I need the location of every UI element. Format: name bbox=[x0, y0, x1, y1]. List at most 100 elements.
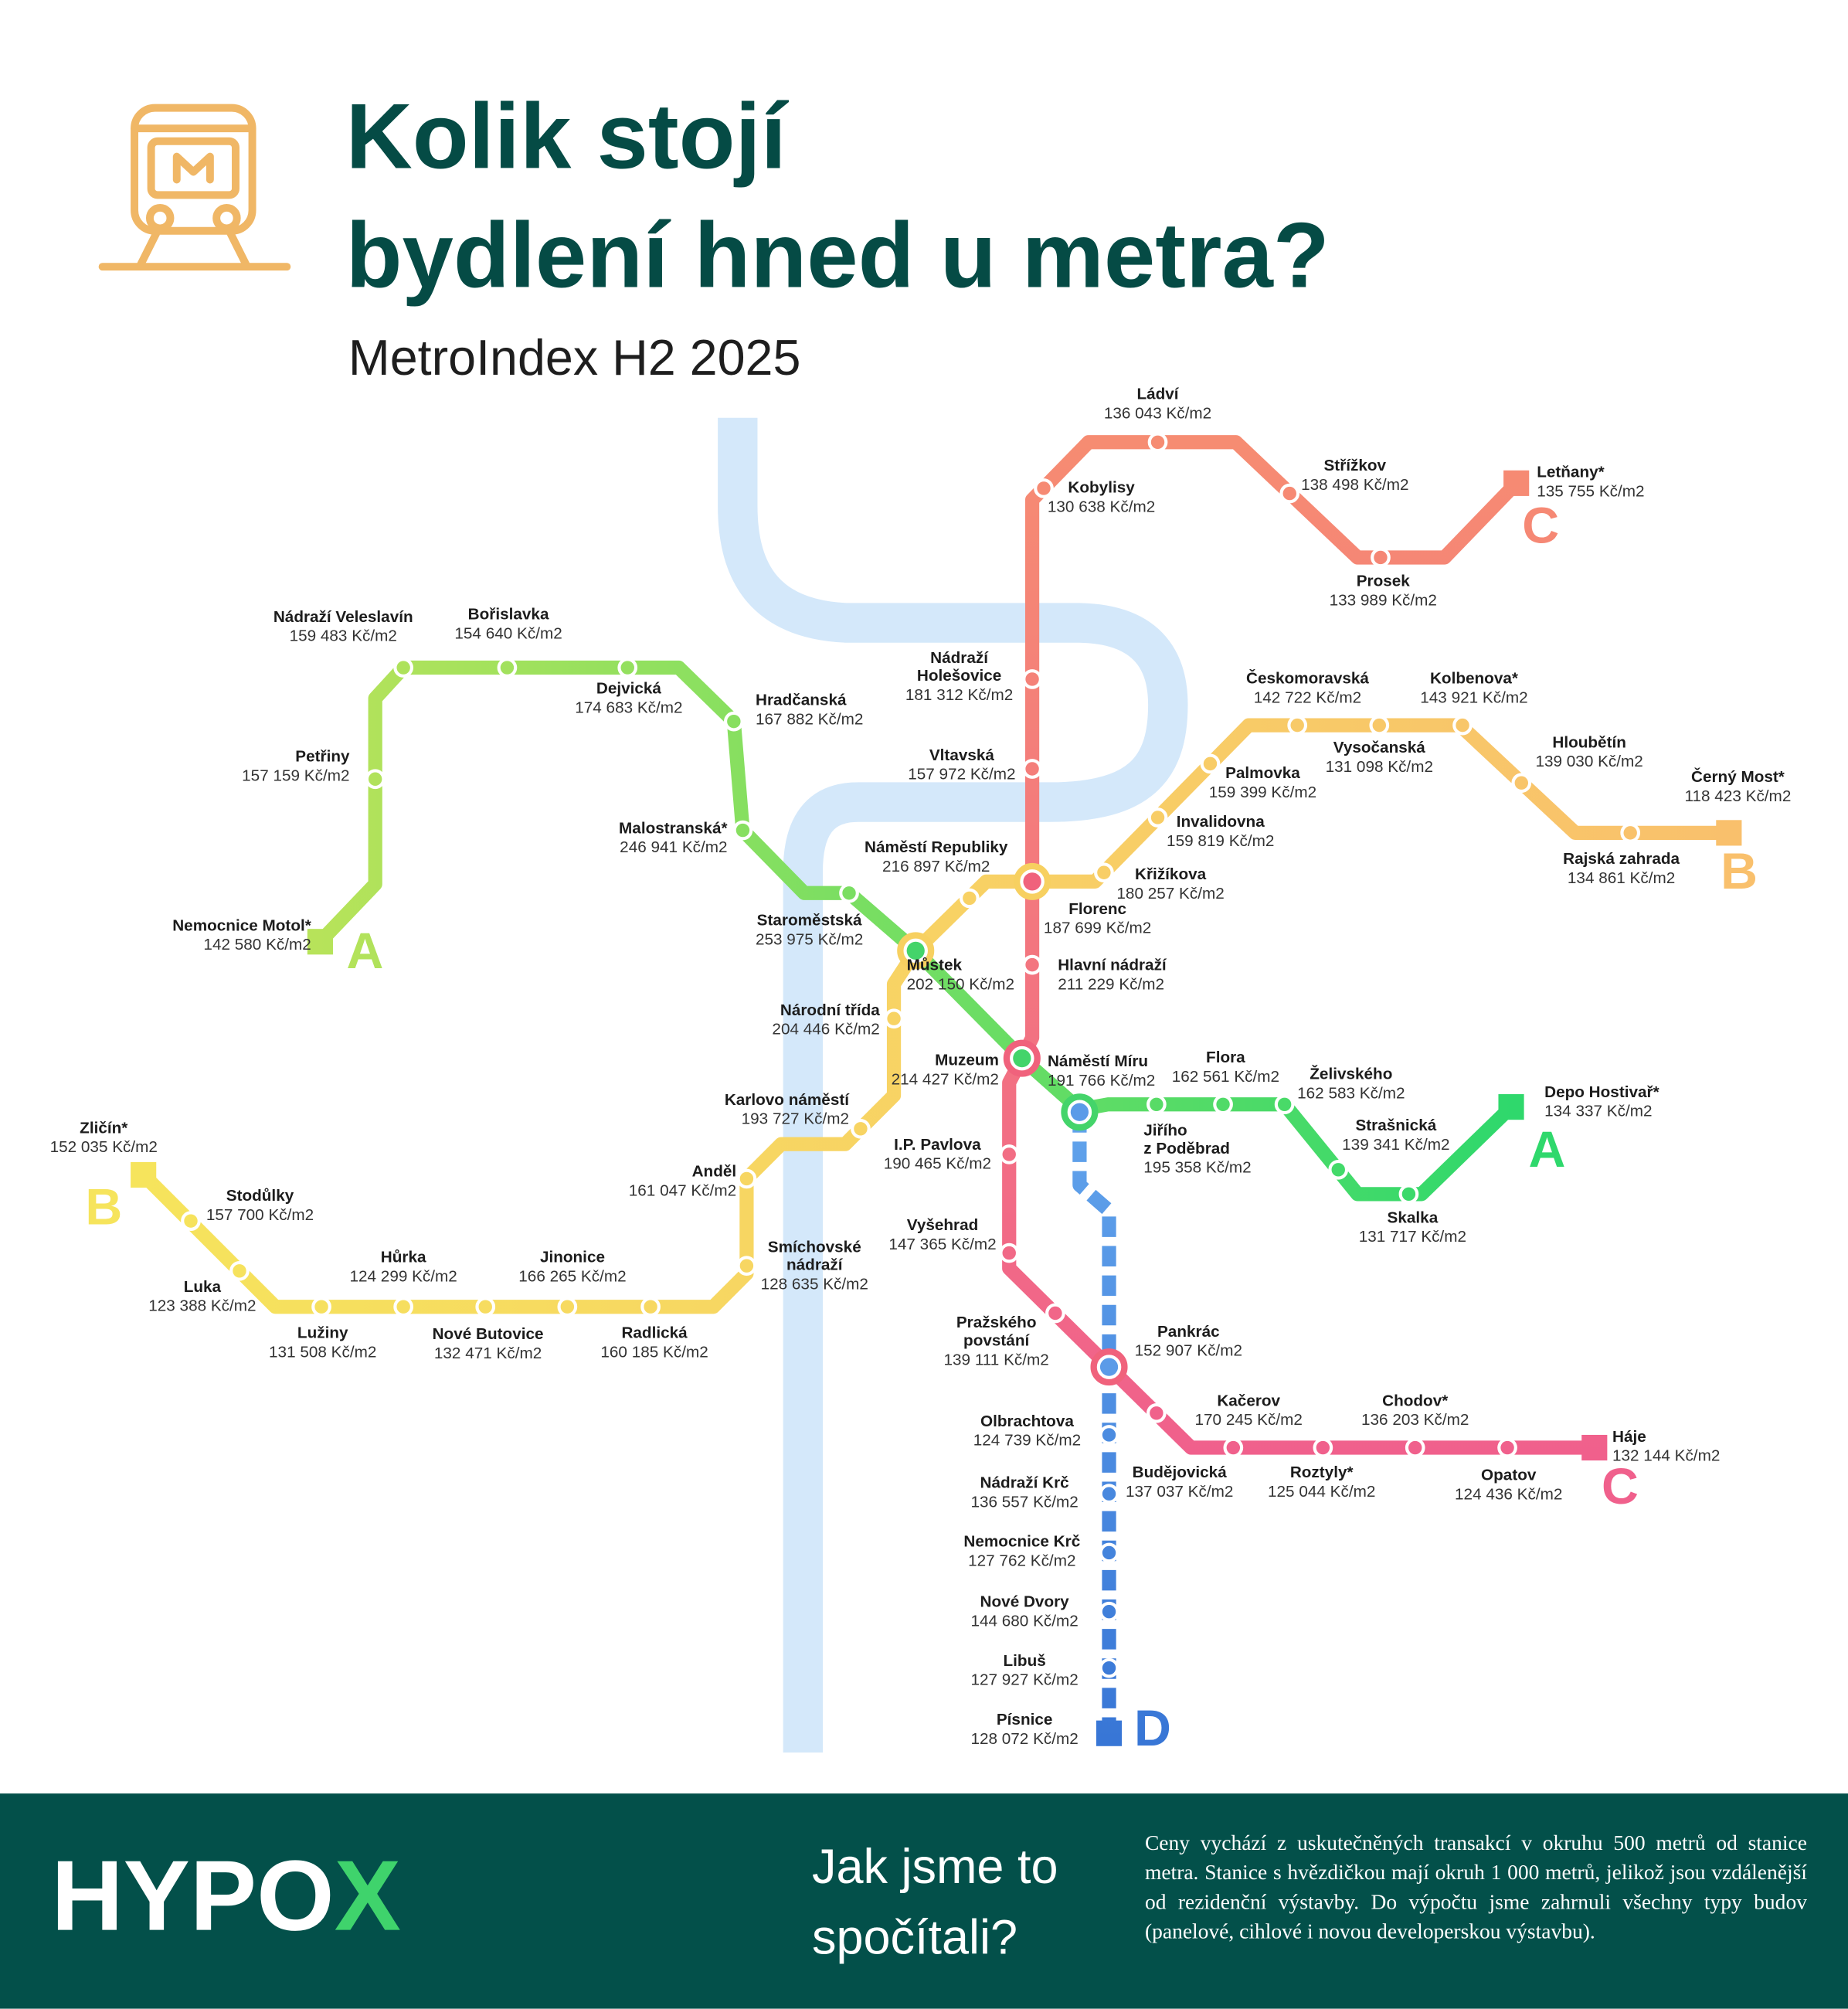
station-name: Nádraží Krč bbox=[980, 1474, 1069, 1491]
station-name: Flora bbox=[1206, 1049, 1245, 1066]
station-price: 190 465 Kč/m2 bbox=[884, 1155, 991, 1173]
station bbox=[960, 888, 980, 909]
terminal-station bbox=[1716, 820, 1742, 846]
station-name: Vltavská bbox=[929, 746, 995, 764]
station-price: 162 561 Kč/m2 bbox=[1172, 1068, 1279, 1086]
interchange-core bbox=[906, 941, 925, 960]
station bbox=[1511, 773, 1532, 794]
terminal-station bbox=[307, 929, 333, 955]
station-price: 144 680 Kč/m2 bbox=[970, 1612, 1078, 1630]
station-name: Vysočanská bbox=[1333, 739, 1425, 756]
station-name: Smíchovské bbox=[768, 1238, 861, 1256]
station-name: Bořislavka bbox=[468, 606, 549, 624]
station-name: Strašnická bbox=[1355, 1117, 1436, 1134]
station-name: Černý Most* bbox=[1691, 767, 1785, 786]
station-name: Stodůlky bbox=[226, 1187, 294, 1205]
station-name: Nádraží Veleslavín bbox=[273, 608, 413, 626]
metro-layer: Nemocnice Motol*142 580 Kč/m2Petřiny157 … bbox=[50, 385, 1792, 1757]
station-name: povstání bbox=[963, 1331, 1030, 1349]
station bbox=[497, 658, 518, 678]
station-price: 159 483 Kč/m2 bbox=[290, 627, 397, 645]
station-name: Náměstí Míru bbox=[1048, 1052, 1148, 1070]
station-price: 204 446 Kč/m2 bbox=[772, 1021, 879, 1038]
interchange-core bbox=[1099, 1358, 1119, 1376]
station-name: Nové Dvory bbox=[980, 1593, 1070, 1611]
station-price: 147 365 Kč/m2 bbox=[888, 1236, 996, 1253]
station-name: Muzeum bbox=[935, 1051, 999, 1069]
station-price: 135 755 Kč/m2 bbox=[1537, 482, 1644, 500]
line-letter: C bbox=[1522, 498, 1559, 555]
station bbox=[1200, 753, 1221, 774]
station-name: Palmovka bbox=[1225, 764, 1300, 782]
station-price: 124 299 Kč/m2 bbox=[349, 1268, 457, 1286]
station-price: 125 044 Kč/m2 bbox=[1268, 1483, 1375, 1501]
station-price: 174 683 Kč/m2 bbox=[575, 699, 682, 717]
station-name: Skalka bbox=[1388, 1208, 1439, 1226]
station-name: Rajská zahrada bbox=[1563, 850, 1680, 868]
station bbox=[732, 820, 753, 841]
station-name: Jinonice bbox=[540, 1249, 605, 1266]
line-letter: A bbox=[1529, 1121, 1566, 1178]
station-name: Libuš bbox=[1004, 1652, 1046, 1670]
station-price: 131 508 Kč/m2 bbox=[269, 1343, 376, 1361]
footer-band bbox=[0, 1793, 1848, 2009]
station bbox=[1405, 1437, 1425, 1458]
station-name: Florenc bbox=[1068, 900, 1126, 918]
station-price: 133 989 Kč/m2 bbox=[1330, 591, 1437, 609]
station-price: 152 035 Kč/m2 bbox=[50, 1138, 158, 1156]
station-price: 166 265 Kč/m2 bbox=[518, 1268, 626, 1286]
station-name: nádraží bbox=[786, 1256, 844, 1274]
station-price: 216 897 Kč/m2 bbox=[882, 858, 990, 875]
station bbox=[1022, 759, 1042, 779]
station-name: Nové Butovice bbox=[433, 1325, 544, 1343]
station-price: 124 739 Kč/m2 bbox=[973, 1432, 1081, 1450]
train-icon bbox=[98, 104, 291, 271]
station bbox=[1398, 1184, 1419, 1205]
station-price: 142 580 Kč/m2 bbox=[203, 936, 311, 954]
station bbox=[884, 1008, 904, 1029]
station bbox=[1099, 1542, 1119, 1563]
station-price: 157 159 Kč/m2 bbox=[242, 767, 349, 784]
station bbox=[1371, 547, 1391, 568]
station-price: 142 722 Kč/m2 bbox=[1254, 688, 1361, 706]
station-name: Budějovická bbox=[1133, 1463, 1228, 1481]
station-price: 134 337 Kč/m2 bbox=[1544, 1103, 1652, 1120]
station-price: 139 341 Kč/m2 bbox=[1342, 1136, 1449, 1154]
station bbox=[851, 1118, 871, 1139]
station bbox=[1022, 954, 1042, 975]
line-letter: B bbox=[1721, 843, 1758, 900]
station bbox=[1497, 1437, 1517, 1458]
station-name: Luka bbox=[184, 1278, 222, 1296]
station-price: 157 700 Kč/m2 bbox=[206, 1206, 314, 1224]
station-name: Jiřího bbox=[1143, 1122, 1187, 1140]
station-name: Ládví bbox=[1136, 385, 1179, 403]
station bbox=[1099, 1484, 1119, 1504]
station-price: 128 072 Kč/m2 bbox=[970, 1730, 1078, 1748]
station-price: 131 717 Kč/m2 bbox=[1359, 1228, 1466, 1246]
station-price: 132 144 Kč/m2 bbox=[1612, 1447, 1720, 1465]
logo: HYPOX bbox=[51, 1841, 401, 1952]
station-price: 195 358 Kč/m2 bbox=[1143, 1159, 1251, 1177]
station-price: 132 471 Kč/m2 bbox=[434, 1344, 542, 1362]
station-name: Chodov* bbox=[1382, 1392, 1449, 1409]
station-name: Opatov bbox=[1481, 1466, 1537, 1484]
terminal-station bbox=[1503, 470, 1530, 496]
station-price: 137 037 Kč/m2 bbox=[1126, 1483, 1233, 1501]
station-name: Hradčanská bbox=[756, 692, 847, 709]
station-name: Olbrachtova bbox=[980, 1412, 1074, 1430]
station bbox=[1620, 823, 1641, 843]
station-name: z Poděbrad bbox=[1143, 1140, 1230, 1157]
station-name: Invalidovna bbox=[1177, 813, 1265, 831]
station-name: Háje bbox=[1612, 1428, 1646, 1446]
station bbox=[1045, 1303, 1065, 1324]
station-name: Hloubětín bbox=[1552, 733, 1626, 751]
line-letter: C bbox=[1602, 1458, 1639, 1515]
station-price: 253 975 Kč/m2 bbox=[756, 931, 863, 949]
station bbox=[365, 769, 386, 790]
station-price: 139 111 Kč/m2 bbox=[944, 1351, 1049, 1368]
station bbox=[229, 1260, 250, 1281]
terminal-station bbox=[1096, 1720, 1123, 1746]
station-price: 143 921 Kč/m2 bbox=[1420, 688, 1527, 706]
metro-line bbox=[138, 718, 1729, 1314]
